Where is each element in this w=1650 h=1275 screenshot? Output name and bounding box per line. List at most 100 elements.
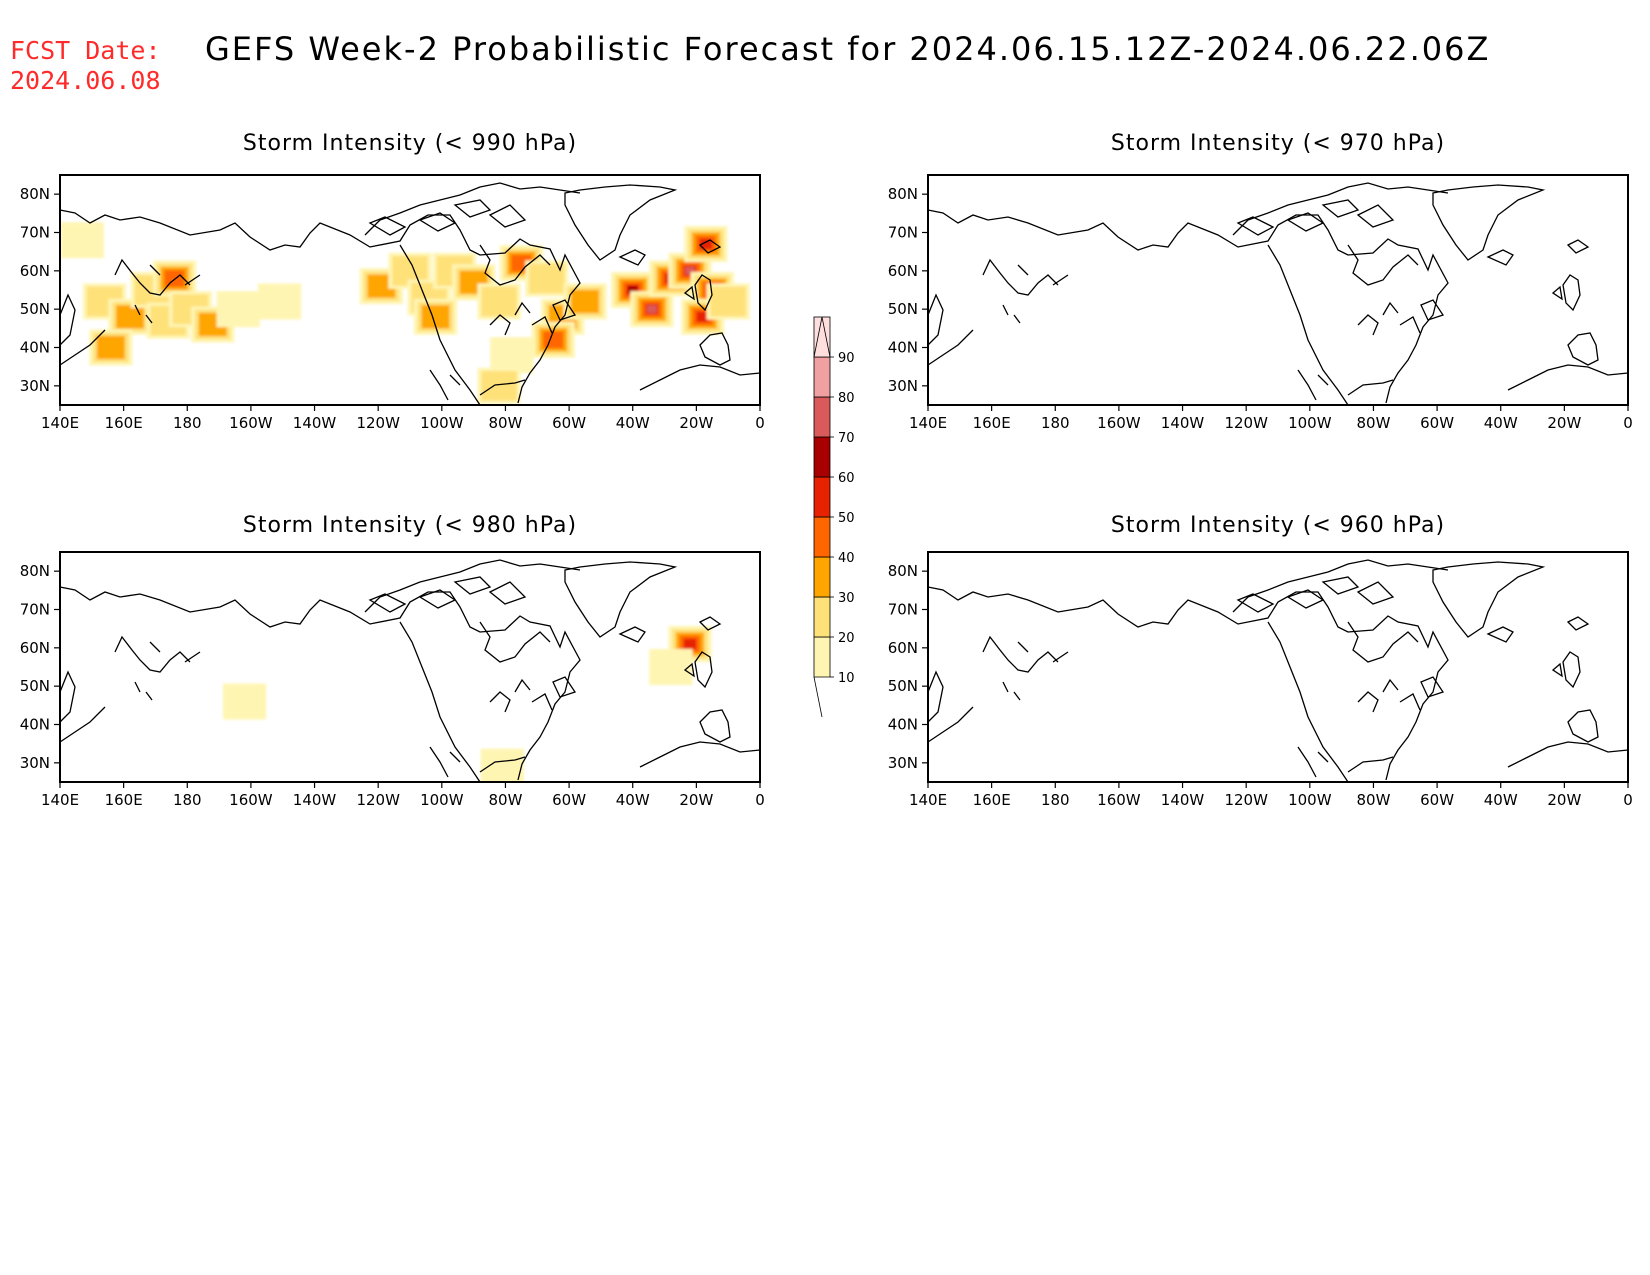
lat-tick-label: 80N	[888, 185, 918, 203]
lon-tick-label: 140W	[293, 414, 337, 432]
lon-tick-label: 180	[1041, 791, 1070, 809]
lon-tick-label: 160E	[973, 414, 1011, 432]
colorbar-label: 10	[838, 671, 855, 686]
probability-cell	[649, 649, 693, 685]
panel-title: Storm Intensity (< 980 hPa)	[243, 513, 577, 538]
lon-tick-label: 120W	[1224, 414, 1268, 432]
probability-cell	[116, 305, 144, 329]
lon-tick-label: 60W	[552, 414, 586, 432]
panel-title: Storm Intensity (< 960 hPa)	[1111, 513, 1445, 538]
lat-tick-label: 40N	[888, 339, 918, 357]
lon-tick-label: 40W	[616, 414, 650, 432]
lon-tick-label: 60W	[552, 791, 586, 809]
colorbar-label: 30	[838, 591, 855, 606]
probability-shading	[60, 222, 750, 404]
lat-tick-label: 60N	[888, 639, 918, 657]
lat-tick-label: 50N	[888, 300, 918, 318]
lat-tick-label: 60N	[20, 262, 50, 280]
probability-cell	[257, 283, 302, 320]
probability-cell	[60, 222, 104, 259]
map-panel: Storm Intensity (< 970 hPa) 140E 160E 180 16…	[888, 131, 1633, 432]
map-frame	[927, 551, 1629, 783]
probability-cell	[710, 286, 746, 317]
lat-tick-label: 30N	[888, 377, 918, 395]
lon-tick-label: 160W	[229, 791, 273, 809]
lon-tick-label: 60W	[1420, 414, 1454, 432]
lon-tick-label: 20W	[679, 414, 713, 432]
probability-shading	[222, 626, 712, 782]
lat-tick-label: 50N	[20, 300, 50, 318]
lat-tick-label: 50N	[20, 677, 50, 695]
lon-tick-label: 140E	[909, 791, 947, 809]
lon-tick-label: 120W	[356, 414, 400, 432]
colorbar-swatch	[813, 396, 831, 438]
lat-tick-label: 60N	[888, 262, 918, 280]
lon-tick-label: 80W	[488, 791, 522, 809]
colorbar-label: 40	[838, 551, 855, 566]
lon-tick-label: 140E	[41, 414, 79, 432]
probability-cell	[571, 289, 599, 314]
lon-tick-label: 80W	[1356, 414, 1390, 432]
colorbar-label: 60	[838, 471, 855, 486]
lon-tick-label: 0	[755, 414, 765, 432]
probability-cell	[367, 274, 396, 298]
page-title: GEFS Week-2 Probabilistic Forecast for 2…	[205, 30, 1491, 68]
lon-tick-label: 0	[1623, 791, 1633, 809]
probability-cell	[481, 371, 517, 401]
lon-tick-label: 140E	[909, 414, 947, 432]
probability-cell	[164, 270, 185, 287]
lat-tick-label: 40N	[20, 716, 50, 734]
lon-tick-label: 20W	[1547, 414, 1581, 432]
lon-tick-label: 40W	[1484, 791, 1518, 809]
lon-tick-label: 160W	[229, 414, 273, 432]
map-panel: Storm Intensity (< 960 hPa) 140E 160E 180 16…	[888, 513, 1633, 809]
lon-tick-label: 160W	[1097, 791, 1141, 809]
colorbar-swatch	[813, 556, 831, 598]
lat-tick-label: 70N	[20, 601, 50, 619]
probability-cell	[490, 337, 534, 374]
lat-tick-label: 50N	[888, 677, 918, 695]
map-panel: Storm Intensity (< 980 hPa) 140E 160E 180 16…	[20, 513, 765, 809]
lon-tick-label: 0	[755, 791, 765, 809]
lon-tick-label: 120W	[1224, 791, 1268, 809]
lon-tick-label: 100W	[1288, 414, 1332, 432]
lat-tick-label: 80N	[888, 562, 918, 580]
probability-cell	[685, 266, 695, 275]
lat-tick-label: 80N	[20, 185, 50, 203]
colorbar-swatch	[813, 356, 831, 398]
lon-tick-label: 80W	[1356, 791, 1390, 809]
colorbar-swatch	[813, 436, 831, 478]
probability-cell	[647, 305, 657, 314]
fcst-date-label: FCST Date:	[10, 36, 161, 65]
fcst-date-value: 2024.06.08	[10, 66, 161, 95]
lat-tick-label: 70N	[888, 601, 918, 619]
coastline	[927, 559, 1629, 783]
probability-cell	[480, 748, 524, 782]
colorbar-label: 80	[838, 391, 855, 406]
forecast-date-block: FCST Date: 2024.06.08	[10, 36, 161, 96]
lon-tick-label: 120W	[356, 791, 400, 809]
coastline	[59, 182, 761, 406]
lon-tick-label: 20W	[679, 791, 713, 809]
lon-tick-label: 20W	[1547, 791, 1581, 809]
lon-tick-label: 140W	[293, 791, 337, 809]
colorbar-swatch	[813, 636, 831, 678]
probability-cell	[683, 638, 697, 650]
lon-tick-label: 40W	[616, 791, 650, 809]
colorbar-label: 90	[838, 351, 855, 366]
panel-title: Storm Intensity (< 970 hPa)	[1111, 131, 1445, 156]
colorbar-label: 20	[838, 631, 855, 646]
colorbar-swatch	[813, 516, 831, 558]
lon-tick-label: 180	[173, 414, 202, 432]
lat-tick-label: 70N	[20, 224, 50, 242]
lat-tick-label: 80N	[20, 562, 50, 580]
probability-cell	[216, 291, 260, 328]
lon-tick-label: 100W	[420, 791, 464, 809]
lon-tick-label: 180	[1041, 414, 1070, 432]
lat-tick-label: 30N	[20, 377, 50, 395]
lon-tick-label: 100W	[1288, 791, 1332, 809]
colorbar-label: 70	[838, 431, 855, 446]
lon-tick-label: 160W	[1097, 414, 1141, 432]
lon-tick-label: 140E	[41, 791, 79, 809]
